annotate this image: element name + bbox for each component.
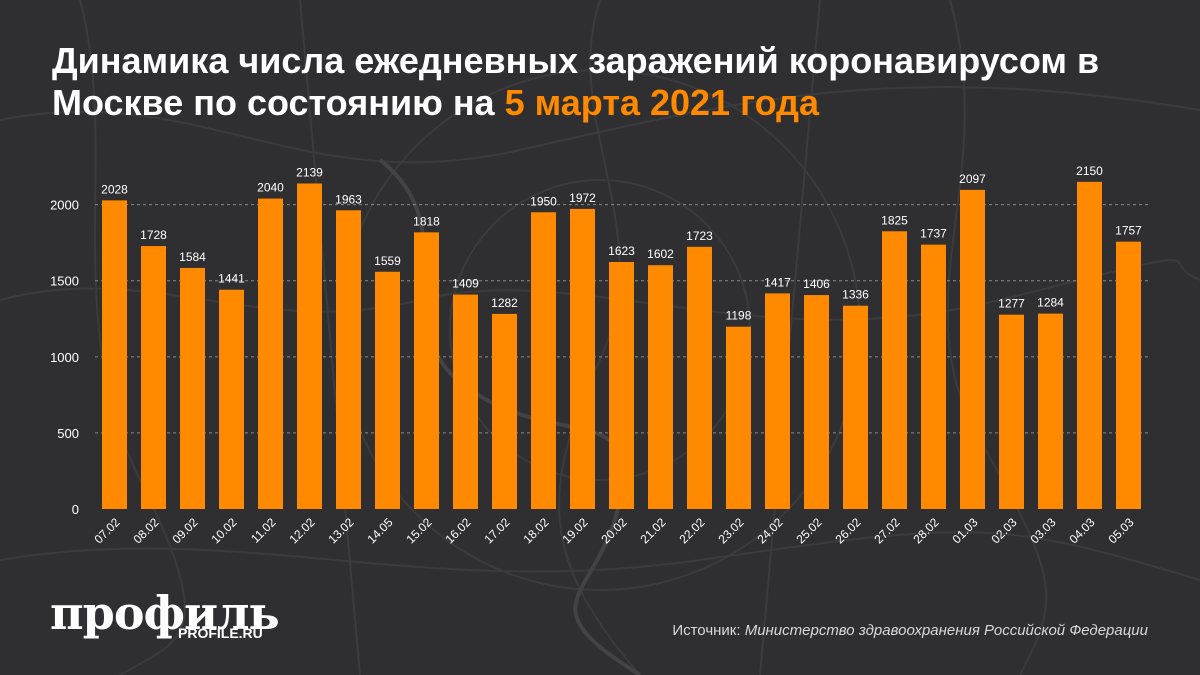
bar [921, 244, 946, 509]
bar [1038, 313, 1063, 509]
y-tick-label: 1500 [50, 274, 79, 289]
x-tick-label: 09.02 [169, 515, 200, 546]
data-label: 1950 [530, 194, 557, 208]
bar [375, 271, 400, 509]
x-tick-label: 10.02 [208, 515, 239, 546]
data-label: 1441 [218, 272, 245, 286]
x-tick-label: 03.03 [1027, 515, 1058, 546]
data-label: 1737 [920, 227, 947, 241]
data-label: 1818 [413, 214, 440, 228]
data-label: 1284 [1037, 296, 1064, 310]
data-label: 1417 [764, 275, 791, 289]
data-label: 1623 [608, 244, 635, 258]
data-label: 1336 [842, 288, 869, 302]
y-tick-label: 0 [72, 502, 79, 517]
data-label: 2040 [257, 181, 284, 195]
x-tick-label: 15.02 [403, 515, 434, 546]
bar [336, 210, 361, 510]
chart-title: Динамика числа ежедневных заражений коро… [52, 40, 1172, 124]
x-tick-label: 12.02 [286, 515, 317, 546]
bar [258, 198, 283, 509]
bar [609, 262, 634, 509]
x-tick-label: 11.02 [248, 515, 279, 546]
x-tick-label: 07.02 [91, 515, 122, 546]
data-label: 2150 [1076, 164, 1103, 178]
x-tick-label: 08.02 [130, 515, 161, 546]
x-tick-label: 27.02 [871, 515, 902, 546]
x-tick-label: 24.02 [754, 515, 785, 546]
x-tick-label: 16.02 [442, 515, 473, 546]
source-label: Источник: [672, 622, 741, 639]
data-label: 1825 [881, 213, 908, 227]
x-tick-label: 05.03 [1105, 515, 1136, 546]
x-tick-label: 13.02 [325, 515, 356, 546]
x-tick-label: 19.02 [559, 515, 590, 546]
x-tick-label: 22.02 [676, 515, 707, 546]
bar [648, 265, 673, 509]
bar [297, 183, 322, 509]
bar [726, 326, 751, 509]
data-label: 1282 [491, 296, 518, 310]
x-tick-label: 21.02 [637, 515, 668, 546]
data-label: 1963 [335, 192, 362, 206]
x-tick-label: 18.02 [520, 515, 551, 546]
bar [882, 231, 907, 510]
bar [531, 212, 556, 509]
data-label: 1584 [179, 250, 206, 264]
bar [180, 267, 205, 509]
data-label: 2139 [296, 166, 323, 180]
y-tick-label: 2000 [50, 198, 79, 213]
x-tick-label: 23.02 [715, 515, 746, 546]
bar [141, 246, 166, 510]
chart-title-date: 5 марта 2021 года [504, 82, 819, 123]
bar [999, 314, 1024, 509]
bar [414, 232, 439, 509]
x-tick-label: 17.02 [481, 515, 512, 546]
data-label: 2028 [101, 182, 128, 196]
x-tick-label: 20.02 [598, 515, 629, 546]
brand-site: PROFILE.RU [178, 625, 263, 641]
data-label: 1757 [1115, 224, 1142, 238]
data-label: 1972 [569, 191, 596, 205]
x-tick-label: 26.02 [832, 515, 863, 546]
bar [453, 294, 478, 509]
x-tick-label: 04.03 [1066, 515, 1097, 546]
bar [1116, 241, 1141, 509]
bar [960, 189, 985, 510]
data-label: 2097 [959, 172, 986, 186]
data-label: 1277 [998, 297, 1025, 311]
source-value: Министерство здравоохранения Российской … [744, 622, 1148, 639]
bar [102, 200, 127, 510]
bar [219, 289, 244, 509]
y-tick-label: 1000 [50, 350, 79, 365]
bar [804, 295, 829, 509]
data-label: 1728 [140, 228, 167, 242]
y-tick-label: 500 [57, 426, 79, 441]
bar [1077, 181, 1102, 509]
data-label: 1406 [803, 277, 830, 291]
data-label: 1559 [374, 254, 401, 268]
data-label: 1409 [452, 277, 479, 291]
x-tick-label: 01.03 [949, 515, 980, 546]
x-tick-label: 25.02 [793, 515, 824, 546]
source-note: Источник: Министерство здравоохранения Р… [672, 622, 1148, 639]
x-tick-label: 28.02 [910, 515, 941, 546]
data-label: 1198 [726, 309, 752, 323]
bar [843, 305, 868, 509]
data-label: 1602 [647, 247, 674, 261]
bar [687, 246, 712, 509]
chart-title-main: Динамика числа ежедневных заражений коро… [52, 40, 1100, 123]
x-tick-label: 02.03 [988, 515, 1019, 546]
data-label: 1723 [686, 229, 713, 243]
bar [570, 208, 595, 510]
x-tick-label: 14.05 [364, 515, 395, 546]
brand-logo: профиль [50, 586, 280, 640]
bar [492, 313, 517, 509]
bar [765, 293, 790, 509]
